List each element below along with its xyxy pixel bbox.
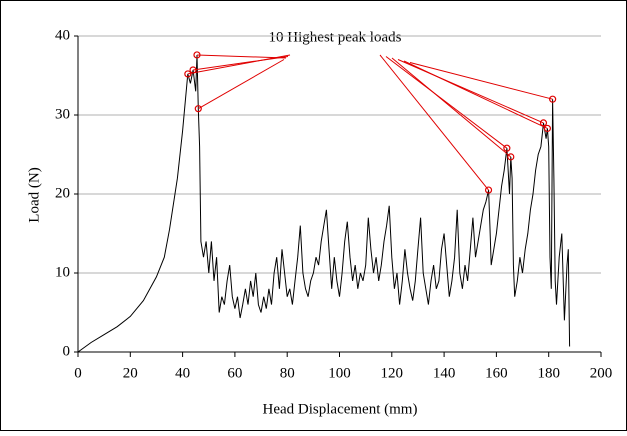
- peak-marker: [503, 144, 511, 152]
- annotation-line: [379, 54, 489, 191]
- x-tick-label: 100: [328, 365, 351, 381]
- y-tick-label: 0: [63, 343, 71, 359]
- annotation-line: [391, 57, 512, 158]
- x-tick-label: 180: [537, 365, 560, 381]
- annotation: 10 Highest peak loads: [269, 29, 402, 45]
- x-tick-label: 80: [280, 365, 295, 381]
- x-tick-label: 140: [433, 365, 456, 381]
- peak-marker: [549, 95, 557, 103]
- x-tick-label: 0: [74, 365, 82, 381]
- x-tick-label: 160: [485, 365, 508, 381]
- x-tick-label: 40: [175, 365, 190, 381]
- y-tick-label: 40: [55, 27, 70, 43]
- peak-marker: [507, 153, 515, 161]
- annotation-line: [385, 56, 508, 149]
- y-tick-label: 20: [55, 185, 70, 201]
- annotation-line: [192, 56, 289, 71]
- x-tick-label: 120: [381, 365, 404, 381]
- x-tick-label: 60: [227, 365, 242, 381]
- annotation-line: [403, 60, 548, 129]
- peak-marker: [194, 105, 202, 113]
- data-line: [77, 54, 571, 353]
- x-tick-label: 200: [590, 365, 613, 381]
- y-axis-label: Load (N): [26, 167, 42, 222]
- peak-marker: [189, 66, 197, 74]
- y-tick-label: 30: [55, 106, 70, 122]
- annotation-line: [409, 62, 553, 100]
- peak-marker: [184, 70, 192, 78]
- annotation-line: [198, 59, 285, 110]
- peak-marker: [539, 119, 548, 127]
- peak-marker: [484, 186, 493, 194]
- annotation-line: [196, 54, 287, 59]
- y-tick-label: 10: [55, 264, 70, 280]
- x-axis-label: Head Displacement (mm): [263, 401, 418, 417]
- x-tick-label: 20: [123, 365, 138, 381]
- peak-marker: [543, 124, 551, 133]
- peak-marker: [193, 51, 201, 59]
